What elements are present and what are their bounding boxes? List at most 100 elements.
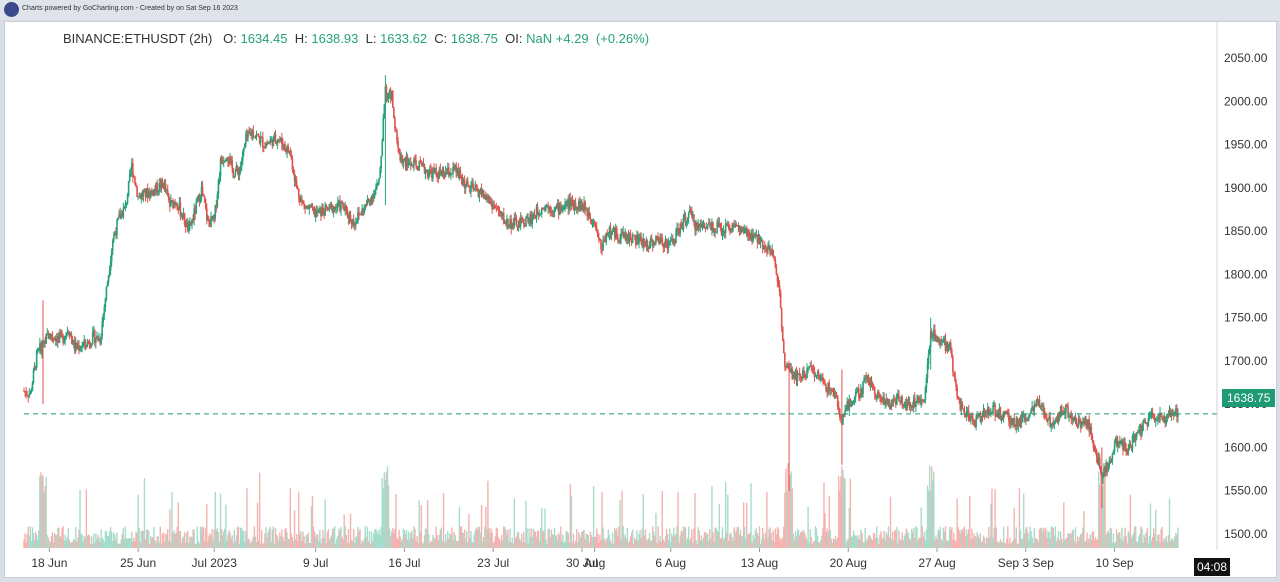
- volume-bar: [616, 528, 618, 548]
- volume-bar: [813, 540, 816, 548]
- candle-body: [1049, 416, 1051, 428]
- candles: [23, 75, 1179, 509]
- candle-body: [780, 307, 783, 327]
- volume-bar: [290, 533, 293, 548]
- candle-body: [182, 213, 185, 220]
- volume-bar: [953, 532, 955, 548]
- volume-bar: [150, 536, 152, 548]
- candle-body: [319, 207, 321, 210]
- y-tick-label: 1600.00: [1224, 440, 1268, 454]
- candle-body: [1166, 415, 1169, 418]
- volume-bar: [326, 531, 328, 548]
- volume-bar: [913, 528, 915, 548]
- candle-body: [645, 240, 648, 246]
- volume-bar: [860, 529, 862, 548]
- volume-bar: [505, 529, 507, 548]
- candle-body: [271, 138, 274, 147]
- candle-body: [678, 231, 680, 235]
- volume-bar: [747, 534, 749, 548]
- volume-bar: [754, 530, 756, 548]
- volume-bar: [363, 538, 365, 548]
- candle-body: [73, 340, 76, 352]
- candle-body: [814, 376, 817, 378]
- volume-bar: [916, 527, 918, 548]
- volume-bar: [662, 539, 665, 548]
- volume-bar: [444, 534, 447, 548]
- volume-bar: [1162, 541, 1164, 548]
- volume-bar: [732, 541, 734, 548]
- volume-bar: [1031, 537, 1033, 548]
- candle-body: [1021, 413, 1024, 423]
- volume-bar: [327, 529, 330, 548]
- candle-body: [471, 183, 473, 187]
- volume-bar: [358, 531, 360, 548]
- volume-bar: [856, 535, 858, 548]
- volume-bar: [226, 540, 228, 548]
- candle-body: [1077, 419, 1080, 426]
- volume-bar: [86, 535, 89, 548]
- volume-bar: [568, 542, 570, 548]
- candle-body: [575, 208, 578, 210]
- volume-bar: [658, 540, 660, 548]
- candle-body: [86, 342, 89, 348]
- candle-body: [672, 238, 674, 244]
- volume-bar: [497, 537, 500, 548]
- candle-body: [690, 209, 692, 211]
- volume-bar: [831, 542, 834, 548]
- volume-bar: [1156, 540, 1158, 548]
- volume-bar: [757, 536, 760, 548]
- candle-body: [254, 136, 257, 138]
- volume-bar: [48, 541, 51, 548]
- candle-body: [360, 214, 362, 216]
- candle-body: [862, 381, 864, 394]
- candle-body: [473, 188, 475, 190]
- low-value: 1633.62: [380, 31, 428, 46]
- volume-bar: [1020, 539, 1023, 548]
- volume-bar: [168, 540, 170, 548]
- volume-bar: [705, 534, 708, 548]
- volume-bar: [1054, 526, 1057, 548]
- y-tick-label: 1550.00: [1224, 484, 1268, 498]
- volume-bar: [516, 532, 519, 548]
- candle-body: [1074, 418, 1077, 420]
- volume-bar: [743, 526, 746, 548]
- volume-bar: [633, 543, 635, 548]
- volume-bar: [385, 471, 388, 548]
- volume-bar: [115, 539, 117, 548]
- candle-body: [198, 194, 201, 203]
- volume-bar: [1081, 533, 1083, 548]
- volume-bar: [279, 532, 281, 548]
- candle-body: [455, 164, 458, 174]
- candle-body: [676, 228, 678, 230]
- volume-bar: [691, 529, 693, 548]
- volume-bar: [135, 531, 137, 548]
- volume-bar: [727, 494, 729, 548]
- x-tick-label: 6 Aug: [655, 556, 686, 570]
- volume-bar: [878, 543, 880, 548]
- volume-bar: [367, 541, 370, 548]
- candle-body: [409, 162, 412, 166]
- chart-panel[interactable]: [4, 21, 1277, 578]
- candle-body: [978, 414, 981, 417]
- candle-body: [135, 184, 137, 187]
- candle-body: [594, 224, 597, 228]
- volume-bar: [876, 526, 878, 548]
- x-tick-label: 9 Jul: [303, 556, 328, 570]
- volume-bar: [712, 532, 714, 548]
- volume-bar: [206, 504, 208, 548]
- candle-body: [1067, 406, 1069, 417]
- volume-bar: [468, 513, 470, 548]
- candle-body: [877, 391, 879, 397]
- candle-body: [425, 170, 428, 173]
- candle-body: [538, 213, 541, 217]
- volume-bar: [33, 539, 36, 548]
- candle-body: [779, 292, 782, 308]
- candle-body: [588, 211, 591, 219]
- candle-body: [673, 239, 675, 244]
- candle-body: [430, 169, 432, 172]
- candle-body: [23, 391, 25, 393]
- volume-bar: [814, 526, 817, 548]
- volume-bar: [478, 526, 481, 548]
- volume-bar: [487, 480, 489, 548]
